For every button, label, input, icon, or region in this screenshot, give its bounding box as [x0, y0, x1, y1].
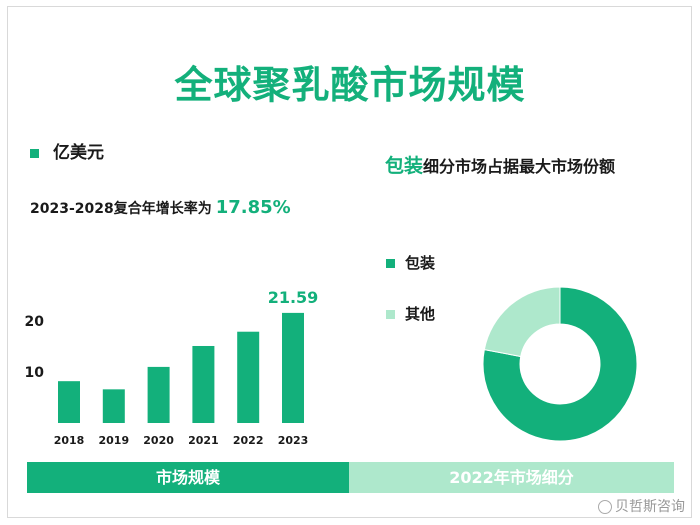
- band-segmentation: 2022年市场细分: [349, 462, 674, 493]
- bar: [147, 366, 170, 423]
- donut-title-highlight: 包装: [385, 155, 424, 177]
- cagr-text: 2023-2028复合年增长率为 17.85%: [30, 197, 291, 218]
- unit-label: 亿美元: [53, 143, 104, 163]
- x-tick-label: 2018: [54, 434, 85, 447]
- cagr-label: 2023-2028复合年增长率为: [30, 201, 212, 217]
- bar: [192, 345, 215, 423]
- bar-chart: 10 20 2018 2019 2020 2021 2022 2023 21.59: [25, 288, 319, 447]
- bar: [58, 381, 80, 423]
- page-title: 全球聚乳酸市场规模: [174, 63, 526, 107]
- legend-swatch-other: [386, 310, 395, 319]
- donut-slice: [483, 286, 561, 358]
- x-tick-label: 2023: [278, 434, 309, 447]
- unit-legend: 亿美元: [30, 138, 104, 163]
- data-label: 21.59: [268, 288, 319, 307]
- brand-logo-icon: [598, 500, 612, 514]
- brand-name: 贝哲斯咨询: [615, 499, 685, 515]
- brand-watermark: 贝哲斯咨询: [598, 496, 685, 516]
- legend-swatch: [30, 148, 39, 158]
- card-frame: [7, 6, 692, 518]
- bar: [282, 312, 304, 423]
- donut-title: 包装细分市场占据最大市场份额: [385, 150, 665, 183]
- x-tick-label: 2021: [188, 434, 219, 447]
- legend-item-other: 其他: [386, 303, 435, 324]
- donut-chart: [482, 286, 638, 442]
- y-tick-label: 10: [25, 365, 45, 381]
- x-tick-label: 2022: [233, 434, 264, 447]
- x-tick-label: 2019: [98, 434, 129, 447]
- y-tick-label: 20: [25, 314, 45, 330]
- legend-swatch-packaging: [386, 259, 395, 268]
- legend-label-packaging: 包装: [405, 254, 436, 272]
- band-market-size: 市场规模: [27, 462, 349, 493]
- legend-item-packaging: 包装: [386, 252, 435, 273]
- donut-slice: [482, 286, 638, 442]
- bar: [237, 331, 260, 423]
- donut-title-rest: 细分市场占据最大市场份额: [423, 157, 616, 176]
- cagr-value: 17.85%: [215, 197, 291, 218]
- x-tick-label: 2020: [143, 434, 174, 447]
- legend-label-other: 其他: [405, 305, 436, 323]
- bar: [102, 389, 125, 423]
